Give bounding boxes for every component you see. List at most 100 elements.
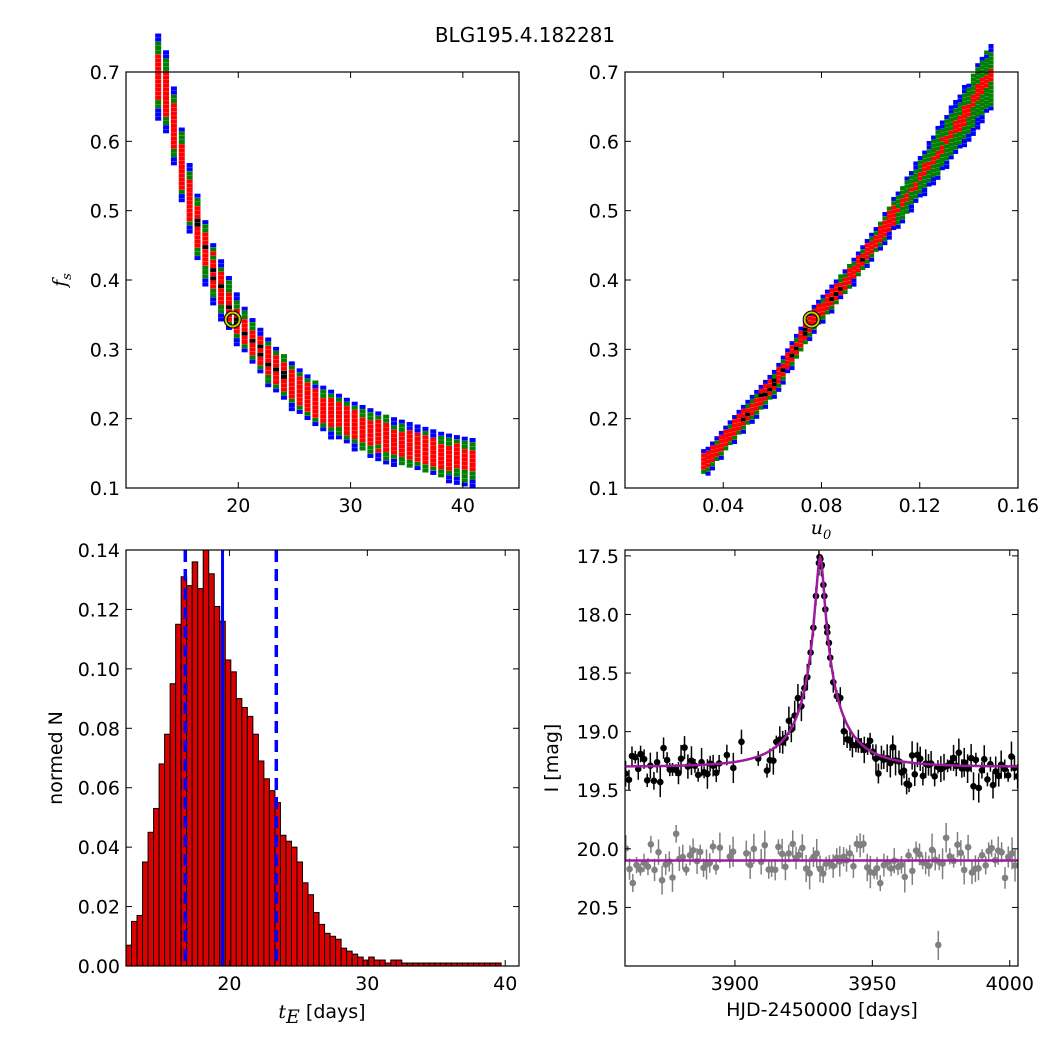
density-cell — [461, 482, 468, 487]
density-cell — [718, 443, 724, 448]
y-tick-label: 0.04 — [78, 837, 120, 859]
density-cell — [359, 417, 366, 422]
density-cell — [829, 301, 835, 306]
density-cell — [390, 429, 397, 434]
density-cell — [414, 466, 421, 471]
density-cell — [922, 192, 928, 197]
x-tick-label: 20 — [226, 495, 250, 517]
density-cell — [780, 355, 786, 360]
density-cell — [202, 245, 209, 250]
density-cell — [225, 280, 232, 285]
density-cell — [406, 447, 413, 452]
density-cell — [917, 156, 923, 161]
density-cell — [855, 263, 861, 268]
density-cell — [218, 309, 225, 314]
density-cell — [895, 208, 901, 213]
data-point — [984, 776, 991, 783]
density-cell — [975, 67, 981, 72]
density-cell — [820, 303, 826, 308]
density-cell — [288, 365, 295, 370]
histogram-bar — [246, 715, 254, 967]
y-tick-label: 0.1 — [90, 478, 120, 500]
density-cell — [249, 351, 256, 356]
density-cell — [820, 298, 826, 303]
density-cell — [383, 431, 390, 436]
density-cell — [202, 232, 209, 237]
density-cell — [359, 409, 366, 414]
density-cell — [170, 90, 177, 95]
residual-point — [901, 873, 909, 881]
density-cell — [163, 121, 170, 125]
density-cell — [975, 113, 981, 118]
density-cell — [328, 435, 335, 440]
density-cell — [398, 448, 405, 453]
density-cell — [280, 366, 287, 371]
density-cell — [296, 376, 303, 381]
density-cell — [709, 445, 715, 450]
data-point — [919, 772, 927, 780]
density-cell — [210, 272, 217, 277]
density-cell — [891, 205, 897, 210]
density-cell — [265, 379, 272, 384]
density-cell — [758, 393, 764, 398]
residual-point — [876, 879, 884, 887]
density-cell — [904, 201, 910, 206]
density-cell — [241, 344, 248, 349]
density-cell — [855, 259, 861, 264]
density-cell — [194, 251, 201, 256]
density-cell — [328, 398, 335, 403]
y-tick-label: 0.12 — [78, 599, 120, 621]
density-cell — [895, 191, 901, 196]
density-cell — [736, 426, 742, 431]
density-cell — [900, 186, 906, 191]
density-cell — [727, 424, 733, 429]
density-cell — [438, 456, 445, 461]
density-cell — [723, 425, 729, 430]
density-cell — [218, 259, 225, 264]
density-cell — [705, 463, 711, 468]
density-cell — [312, 392, 319, 397]
density-cell — [820, 294, 826, 299]
density-cell — [895, 212, 901, 217]
residual-point — [716, 844, 724, 852]
density-cell — [776, 379, 782, 384]
density-cell — [798, 334, 804, 339]
density-cell — [886, 210, 892, 215]
data-point — [995, 772, 1003, 780]
density-cell — [789, 353, 795, 358]
density-cell — [714, 436, 720, 441]
density-cell — [155, 75, 162, 80]
density-cell — [811, 313, 817, 318]
residual-point — [816, 865, 824, 873]
density-cell — [789, 357, 795, 362]
density-cell — [280, 370, 287, 375]
density-cell — [328, 418, 335, 423]
histogram-bar — [142, 861, 149, 967]
x-tick-label: 4000 — [986, 973, 1034, 995]
density-cell — [864, 255, 870, 260]
y-tick-label: 0.1 — [589, 478, 619, 500]
density-cell — [984, 79, 990, 84]
density-cell — [328, 414, 335, 419]
density-cell — [469, 479, 476, 484]
density-cell — [210, 280, 217, 285]
density-cell — [383, 439, 390, 444]
density-cell — [961, 114, 967, 119]
density-cell — [461, 436, 468, 441]
density-cell — [886, 219, 892, 224]
density-cell — [975, 104, 981, 109]
density-cell — [842, 285, 848, 290]
density-cell — [225, 300, 232, 305]
density-cell — [186, 217, 193, 222]
density-cell — [343, 431, 350, 436]
density-cell — [241, 310, 248, 315]
density-cell — [461, 453, 468, 458]
density-cell — [895, 216, 901, 221]
density-cell — [406, 430, 413, 435]
density-cell — [847, 263, 853, 268]
density-cell — [877, 234, 883, 239]
data-point — [763, 767, 771, 774]
density-cell — [988, 98, 994, 103]
density-cell — [406, 463, 413, 468]
density-cell — [833, 291, 839, 296]
